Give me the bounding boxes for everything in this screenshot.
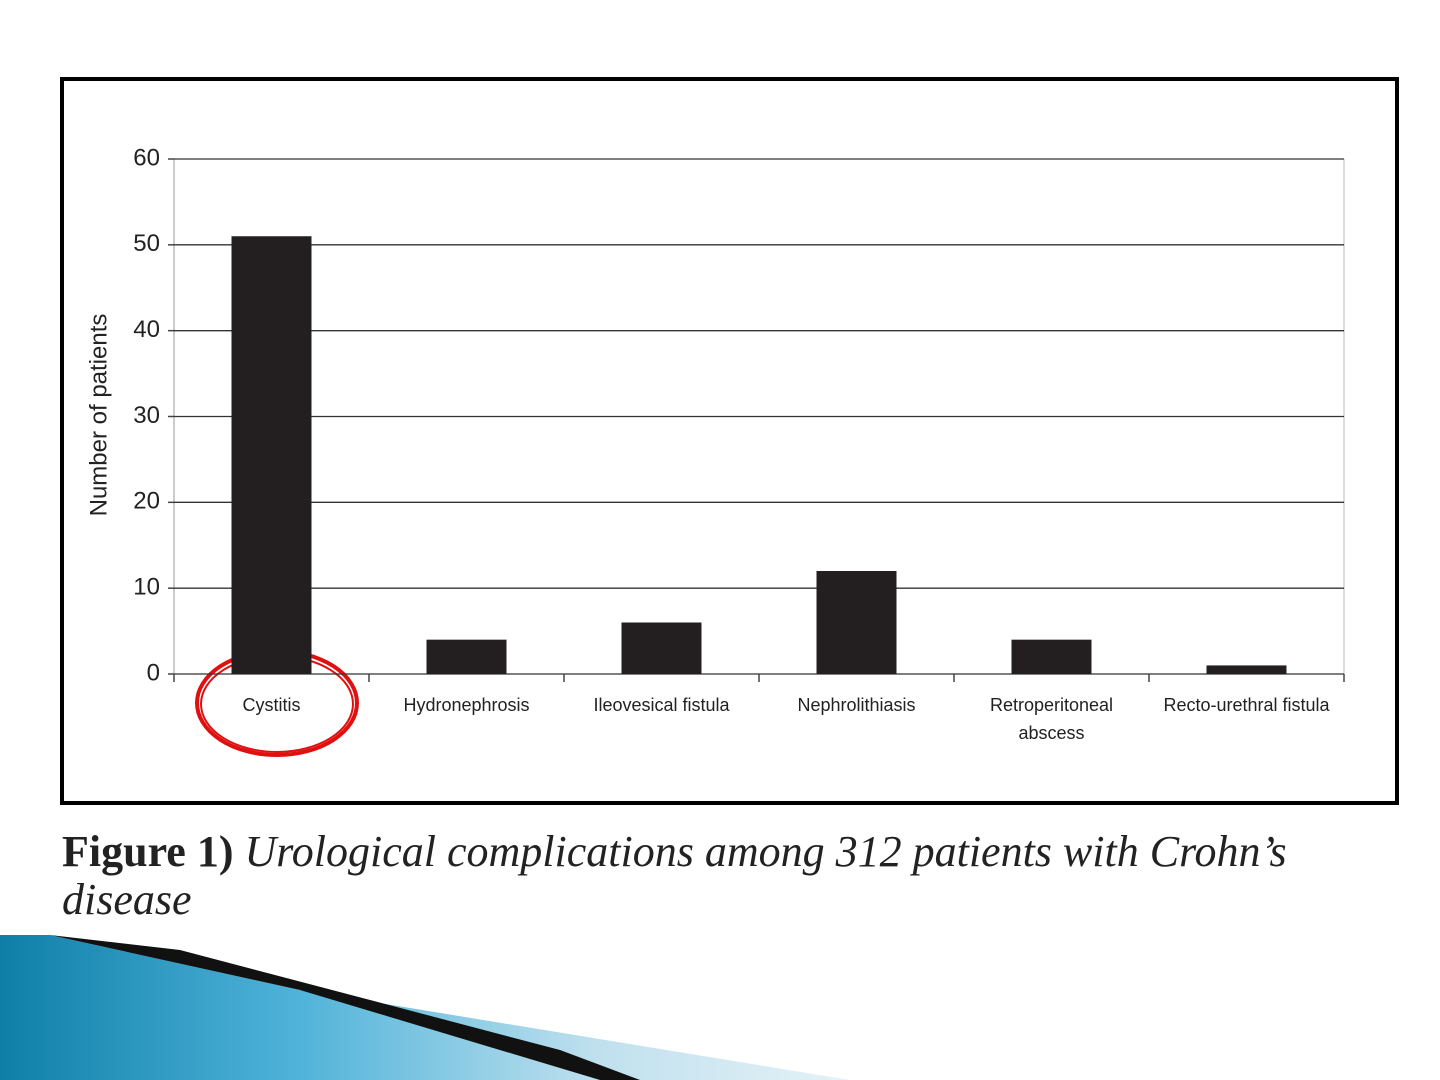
caption-text: Urological complications among 312 patie…	[62, 827, 1287, 924]
x-tick-label: Ileovesical fistula	[593, 695, 730, 715]
bar	[1011, 639, 1092, 674]
bar	[426, 639, 507, 674]
x-tick-label: Retroperitoneal abscess	[989, 695, 1114, 743]
y-tick-label: 60	[133, 144, 160, 171]
y-tick-label: 10	[133, 574, 160, 601]
caption-label: Figure 1)	[62, 827, 234, 876]
bar	[816, 571, 897, 674]
decor-swoosh-dark	[50, 935, 640, 1080]
y-tick-label: 30	[133, 402, 160, 429]
caption: Figure 1) Urological complications among…	[62, 828, 1402, 924]
y-tick-label: 40	[133, 316, 160, 343]
x-tick-label: Hydronephrosis	[403, 695, 530, 715]
x-tick-label: Cystitis	[242, 695, 301, 715]
decor-swoosh	[0, 935, 850, 1080]
x-tick-label: Recto-urethral fistula	[1163, 695, 1330, 715]
x-tick-label: Nephrolithiasis	[797, 695, 916, 715]
y-tick-label: 20	[133, 488, 160, 515]
figure-frame	[60, 77, 1399, 805]
bar	[231, 236, 312, 674]
bar	[1206, 665, 1287, 674]
bar	[621, 622, 702, 674]
y-axis-label: Number of patients	[85, 314, 112, 517]
y-tick-label: 50	[133, 230, 160, 257]
y-tick-label: 0	[147, 659, 160, 686]
